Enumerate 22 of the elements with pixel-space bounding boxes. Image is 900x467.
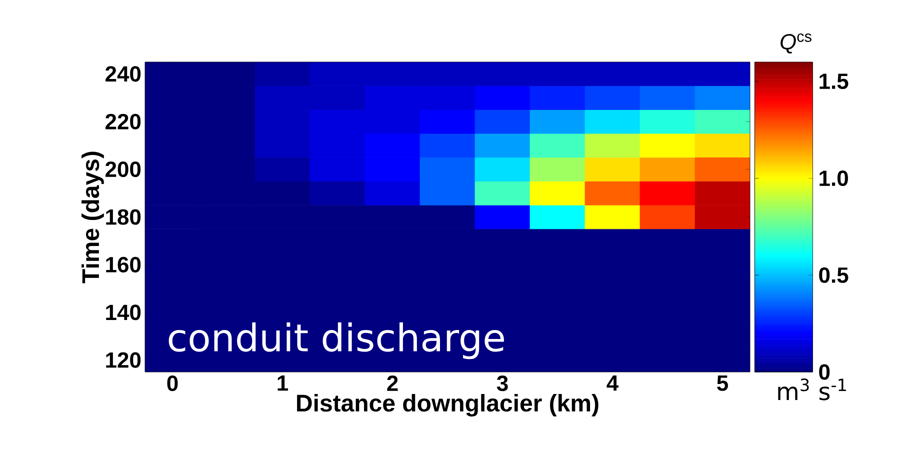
y-tick-label: 200 bbox=[106, 162, 141, 178]
x-tick-label: 0 bbox=[167, 376, 178, 392]
color-bar-label: 0.5 bbox=[819, 267, 848, 283]
y-tick-label: 180 bbox=[106, 209, 141, 225]
y-tick-label: 140 bbox=[106, 304, 141, 320]
x-tick-label: 3 bbox=[496, 376, 508, 392]
color-bar-title: Q$^{cs}$ bbox=[780, 34, 812, 54]
x-tick-label: 2 bbox=[387, 376, 398, 391]
x-tick-label: 5 bbox=[717, 376, 728, 391]
text: m$^{3}$ s$^{-1}$ bbox=[778, 378, 846, 400]
color-bar-label: 0 bbox=[819, 364, 830, 380]
color-bar-label: 1.0 bbox=[820, 170, 848, 186]
x-axis-title: Distance downglacier (km) bbox=[297, 394, 598, 416]
x-tick-label: 4 bbox=[606, 376, 619, 391]
x-tick-label: 1 bbox=[278, 376, 288, 391]
color-bar-label: 1.5 bbox=[820, 74, 848, 90]
y-tick-label: 120 bbox=[106, 352, 141, 368]
y-tick-label: 240 bbox=[106, 66, 141, 82]
y-tick-label: 220 bbox=[106, 114, 141, 130]
y-axis-title: Time (days) bbox=[82, 152, 104, 284]
y-tick-label: 160 bbox=[106, 256, 141, 272]
annotation: conduit discharge bbox=[168, 322, 504, 360]
